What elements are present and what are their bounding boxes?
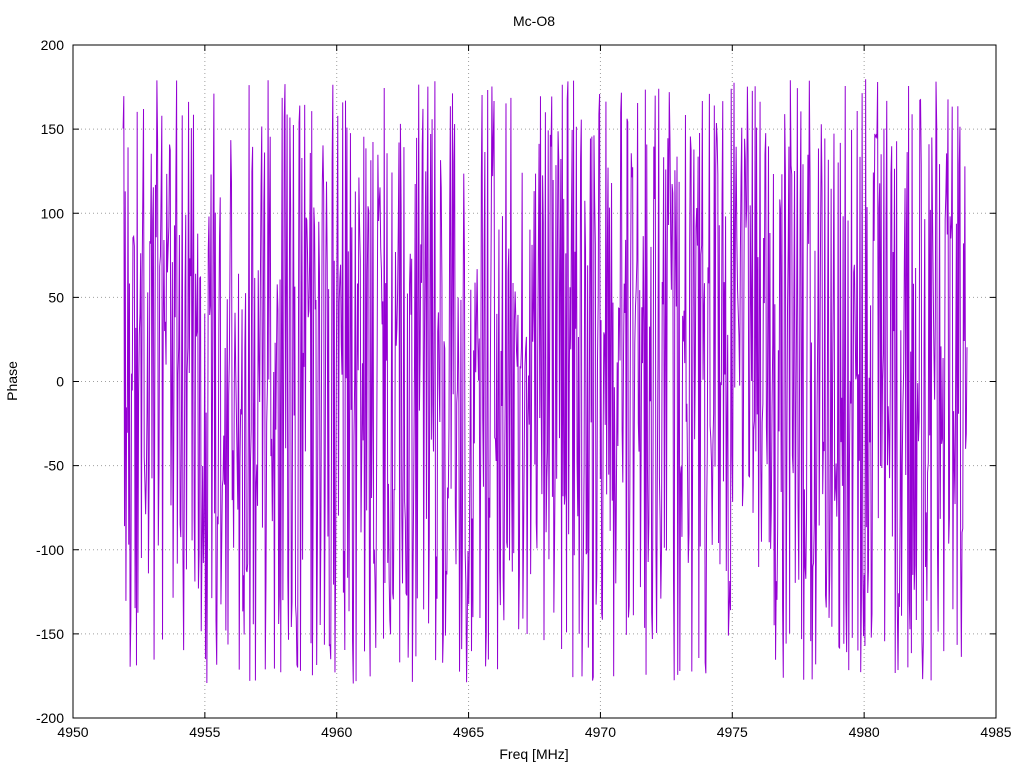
y-tick-label: -200 (36, 710, 64, 726)
y-axis-label: Phase (4, 361, 20, 401)
x-tick-label: 4980 (849, 724, 880, 740)
chart-title: Mc-O8 (513, 13, 555, 29)
y-tick-label: 150 (41, 121, 65, 137)
y-tick-label: 200 (41, 37, 65, 53)
x-tick-label: 4950 (57, 724, 88, 740)
y-tick-label: -50 (44, 458, 64, 474)
series-layer (122, 79, 968, 684)
x-tick-label: 4970 (585, 724, 616, 740)
x-tick-label: 4955 (189, 724, 220, 740)
y-tick-label: -100 (36, 542, 64, 558)
y-tick-label: -150 (36, 626, 64, 642)
x-tick-label: 4965 (453, 724, 484, 740)
x-tick-label: 4975 (717, 724, 748, 740)
y-tick-label: 100 (41, 205, 65, 221)
y-tick-label: 50 (48, 289, 64, 305)
x-tick-label: 4960 (321, 724, 352, 740)
phase-series-line (122, 79, 968, 684)
y-tick-label: 0 (56, 374, 64, 390)
x-axis-label: Freq [MHz] (499, 746, 568, 762)
tick-marks (72, 44, 997, 719)
x-tick-label: 4985 (980, 724, 1011, 740)
tick-labels: 4950 4955 4960 4965 4970 4975 4980 4985 -200 -150… (36, 37, 1012, 740)
